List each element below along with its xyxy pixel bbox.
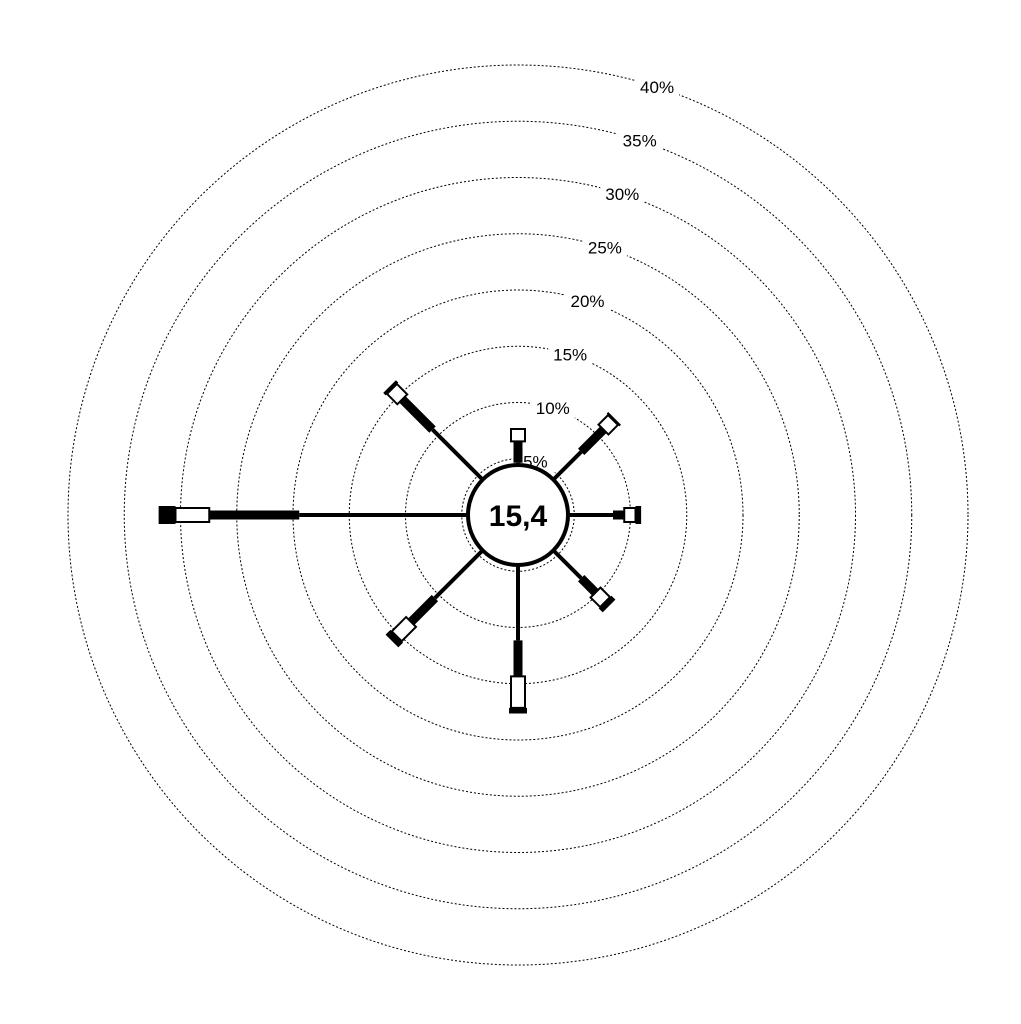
spoke-nw-band-1 [431, 428, 485, 482]
ring-label: 20% [571, 292, 605, 311]
spoke-s [509, 565, 527, 714]
spoke-s-band-2 [513, 640, 523, 677]
spoke-n-band-2 [513, 441, 523, 463]
spoke-w-band-3 [174, 507, 211, 523]
ring-30 [180, 177, 856, 853]
spoke-nw-band-2 [399, 396, 436, 433]
spoke-e-band-1 [568, 513, 613, 517]
spoke-ne-band-2 [578, 426, 607, 455]
spoke-sw-band-4 [385, 629, 404, 648]
ring-label-bg [617, 129, 662, 152]
spoke-e [568, 506, 642, 524]
spoke-ne-band-4 [606, 412, 621, 427]
spoke-w-band-1 [299, 513, 468, 517]
spoke-se-band-3 [589, 586, 612, 609]
spoke-s-band-4 [509, 707, 527, 714]
spoke-sw [385, 548, 485, 648]
ring-label: 15% [553, 346, 587, 365]
spoke-e-band-3 [623, 507, 637, 523]
ring-label: 25% [588, 239, 622, 258]
spoke-nw [383, 380, 485, 482]
ring-label-bg [530, 397, 575, 420]
spoke-w-band-2 [209, 510, 300, 520]
spoke-w [158, 506, 468, 524]
ring-label-bg [635, 76, 680, 99]
spoke-w-band-4 [158, 506, 176, 524]
calm-circle [466, 463, 570, 567]
spoke-e-band-2 [613, 510, 625, 520]
spoke-n-band-3 [510, 428, 526, 443]
ring-label: 35% [623, 132, 657, 151]
ring-25 [236, 233, 800, 797]
spoke-se-band-2 [578, 575, 599, 596]
spoke-ne [551, 412, 621, 482]
ring-label-bg [600, 183, 645, 206]
spoke-ne-band-1 [551, 450, 583, 482]
ring-label: 10% [536, 399, 570, 418]
ring-label-bg [582, 236, 627, 259]
ring-40 [67, 64, 969, 966]
ring-label: 30% [605, 185, 639, 204]
spoke-sw-band-2 [407, 594, 439, 626]
spoke-sw-band-1 [433, 548, 485, 600]
ring-20 [292, 289, 744, 741]
spoke-n [510, 428, 526, 465]
spoke-s-band-3 [510, 675, 526, 709]
spoke-s-band-1 [516, 565, 520, 641]
ring-label-bg [565, 290, 610, 313]
spoke-se-band-1 [551, 548, 583, 580]
ring-35 [123, 120, 913, 910]
calm-value: 15,4 [489, 500, 548, 533]
spoke-se-band-4 [598, 595, 616, 613]
ring-label-bg [548, 343, 593, 366]
spoke-nw-band-4 [383, 380, 399, 396]
spoke-e-band-4 [635, 506, 642, 524]
direction-spokes [158, 380, 642, 714]
ring-label: 40% [640, 78, 674, 97]
spoke-se [551, 548, 616, 613]
